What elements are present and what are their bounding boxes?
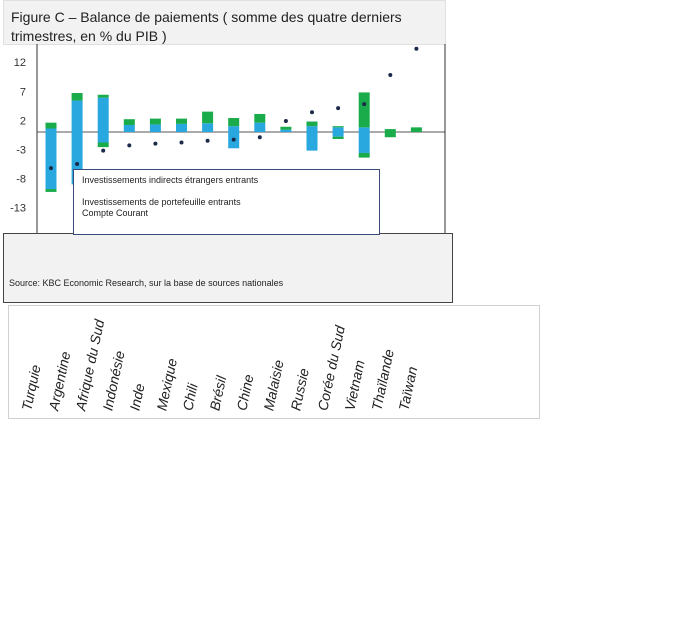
bar-portfolio-negative [45,132,57,190]
y-tick-label: -8 [16,174,26,186]
bar-fdi [358,92,370,128]
bar-fdi-negative [332,136,344,139]
bar-portfolio-negative [71,132,83,185]
bar-fdi [123,119,135,126]
bar-portfolio [71,100,83,132]
x-tick-label: Mexique [152,356,180,412]
y-tick-label: -13 [10,203,26,215]
legend-entry-dot: Compte Courant [82,208,149,218]
x-tick-label: Thaïlande [368,347,397,412]
bar-portfolio [97,97,109,132]
bar-portfolio [123,125,135,132]
current-account-dot [127,143,132,148]
y-tick-label: 7 [20,86,26,98]
current-account-dot [49,166,53,171]
bar-portfolio-negative [306,132,318,151]
bar-fdi [176,118,187,124]
x-tick-label: Argentine [45,350,74,412]
bar-fdi [45,122,57,129]
bar-fdi [410,127,422,132]
source-note: Source: KBC Economic Research, sur la ba… [9,278,284,288]
bar-portfolio-negative [97,132,109,143]
x-tick-label: Vietnam [341,358,368,412]
bar-portfolio [280,129,292,132]
bar-fdi [97,94,109,98]
x-tick-label: Inde [125,382,148,412]
x-tick-label: Chine [233,372,257,412]
x-tick-label: Turquie [18,363,44,412]
bar-portfolio-negative [358,132,370,153]
bar-portfolio [149,124,161,132]
legend: Investissements indirects étrangers entr… [73,169,380,235]
bar-fdi [332,126,344,128]
chart-title: Figure C – Balance de paiements ( somme … [11,9,402,44]
x-tick-label: Russie [287,366,312,412]
bar-portfolio [306,126,318,132]
bar-portfolio [358,127,370,132]
current-account-dot [257,135,262,140]
y-tick-label: 12 [14,57,26,69]
bar-fdi-negative [45,189,57,192]
bar-fdi [254,113,266,123]
chart-plot: 171272-3-8-13-18 [10,44,446,234]
y-tick-label: -18 [10,232,26,234]
bar-fdi [71,93,83,101]
country-labels-box: Turquie Argentine Afrique du Sud Indonésie I… [8,305,540,419]
bar-portfolio-negative [332,132,344,137]
x-tick-label: Malaisie [260,358,287,412]
y-tick-label: 2 [20,115,26,127]
x-tick-label: Chili [179,382,202,412]
current-account-dot [231,137,236,142]
x-tick-label: Taïwan [394,365,420,412]
bar-fdi [280,126,292,130]
chart-title-box: Figure C – Balance de paiements ( somme … [3,0,446,45]
bar-fdi-negative [358,152,370,158]
bar-portfolio [332,127,344,132]
current-account-dot [101,148,106,153]
source-box: Source: KBC Economic Research, sur la ba… [3,233,453,303]
bar-fdi-negative [384,132,396,138]
current-account-dot [153,141,158,146]
bar-portfolio [45,128,57,132]
current-account-dot [283,118,288,123]
bar-fdi [384,129,396,132]
current-account-dot [362,102,367,107]
bar-portfolio [228,126,240,132]
x-tick-label: Brésil [206,374,230,412]
current-account-dot [205,138,210,143]
bar-fdi [306,121,318,127]
legend-entry-green: Investissements indirects étrangers entr… [82,175,259,185]
bar-fdi [228,118,240,127]
bar-fdi [149,118,161,125]
bar-fdi-negative [97,142,109,148]
legend-entry-blue: Investissements de portefeuille entrants [82,197,241,207]
current-account-dot [75,162,80,167]
bar-portfolio [176,123,187,132]
current-account-dot [179,140,184,145]
bar-portfolio [254,122,266,132]
x-tick-label: Indonésie [99,349,128,412]
current-account-dot [336,106,341,111]
bar-fdi [202,111,214,124]
y-tick-label: -3 [16,144,26,156]
bar-portfolio [202,123,214,132]
current-account-dot [388,72,393,77]
current-account-dot [414,46,419,51]
current-account-dot [310,110,314,115]
